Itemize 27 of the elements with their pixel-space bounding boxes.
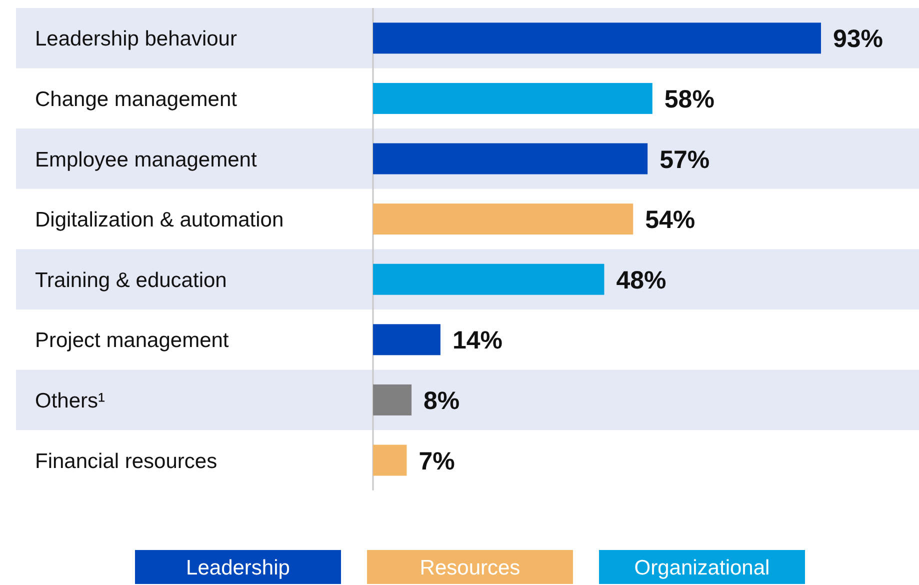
bar xyxy=(373,264,604,295)
bar xyxy=(373,204,634,235)
y-tick-label: Training & education xyxy=(35,268,227,292)
y-tick-label: Employee management xyxy=(35,148,257,172)
data-label: 14% xyxy=(452,326,502,355)
data-label: 7% xyxy=(418,447,455,476)
bar xyxy=(373,82,652,114)
bar xyxy=(373,143,648,174)
text: Leadership xyxy=(186,556,290,580)
bar xyxy=(373,384,412,416)
data-label: 58% xyxy=(664,85,714,114)
y-tick-label: Others¹ xyxy=(35,390,106,413)
y-tick-label: Change management xyxy=(35,88,238,112)
text: Organizational xyxy=(634,556,770,580)
data-label: 54% xyxy=(645,206,696,234)
y-tick-label: Financial resources xyxy=(35,450,218,473)
y-tick-label: Digitalization & automation xyxy=(35,208,284,232)
data-label: 8% xyxy=(424,386,460,415)
text: Resources xyxy=(420,556,520,580)
y-tick-label: Project management xyxy=(35,329,229,352)
data-label: 57% xyxy=(660,146,710,174)
bar xyxy=(373,22,821,54)
bar xyxy=(373,444,407,476)
y-tick-label: Leadership behaviour xyxy=(35,28,237,51)
bar xyxy=(373,324,440,356)
data-label: 93% xyxy=(833,25,884,54)
data-label: 48% xyxy=(616,266,666,294)
